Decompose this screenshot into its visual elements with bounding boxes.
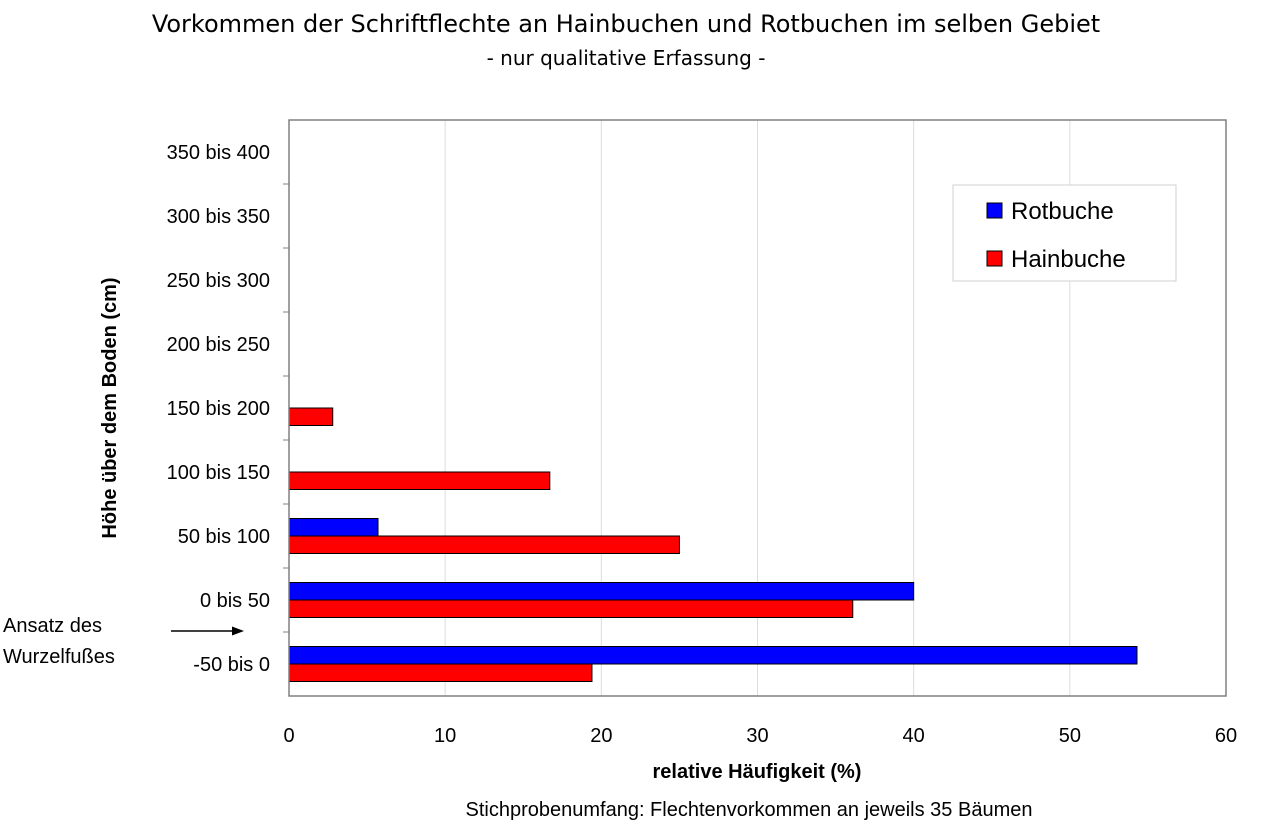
legend-swatch-hainbuche — [986, 250, 1003, 267]
y-tick-labels: -50 bis 0 0 bis 50 50 bis 100 100 bis 150 15… — [167, 142, 270, 676]
y-tick-label: 150 bis 200 — [167, 398, 270, 420]
sample-size-note: Stichprobenumfang: Flechtenvorkommen an … — [466, 799, 1033, 821]
legend: Rotbuche Hainbuche — [952, 184, 1177, 282]
annotation-line-2: Wurzelfußes — [3, 646, 115, 668]
x-tick-label: 40 — [903, 725, 925, 747]
y-tick-label: 300 bis 350 — [167, 206, 270, 228]
annotation-arrow-icon — [171, 626, 244, 636]
y-axis-label: Höhe über dem Boden (cm) — [99, 277, 121, 538]
y-tick-label: 350 bis 400 — [167, 142, 270, 164]
bars — [288, 407, 1138, 682]
x-tick-label: 10 — [434, 725, 456, 747]
x-axis-label: relative Häufigkeit (%) — [653, 761, 862, 783]
y-tick-label: 0 bis 50 — [200, 590, 270, 612]
bar-rotbuche-1 — [288, 582, 915, 601]
bar-hainbuche-1 — [288, 599, 854, 618]
x-tick-labels: 0 10 20 30 40 50 60 — [283, 725, 1237, 747]
x-tick-label: 30 — [746, 725, 768, 747]
bar-hainbuche-2 — [288, 535, 680, 554]
x-tick-label: 20 — [590, 725, 612, 747]
bar-rotbuche-2 — [288, 518, 379, 537]
annotation-line-1: Ansatz des — [3, 615, 102, 637]
y-tick-label: -50 bis 0 — [193, 654, 270, 676]
y-tick-label: 50 bis 100 — [178, 526, 270, 548]
chart-title: Vorkommen der Schriftflechte an Hainbuch… — [152, 10, 1100, 38]
plot-frame — [288, 119, 1227, 697]
x-tick-label: 50 — [1059, 725, 1081, 747]
y-tick-label: 250 bis 300 — [167, 270, 270, 292]
legend-swatch-rotbuche — [986, 202, 1003, 219]
legend-label-rotbuche: Rotbuche — [1011, 198, 1114, 225]
x-tick-label: 60 — [1215, 725, 1237, 747]
bar-hainbuche-3 — [288, 471, 551, 490]
y-tick-label: 200 bis 250 — [167, 334, 270, 356]
legend-label-hainbuche: Hainbuche — [1011, 246, 1126, 273]
x-tick-label: 0 — [283, 725, 294, 747]
bar-hainbuche-0 — [288, 663, 593, 682]
y-tick-marks — [283, 183, 289, 633]
y-tick-label: 100 bis 150 — [167, 462, 270, 484]
chart-subtitle: - nur qualitative Erfassung - — [487, 46, 766, 70]
bar-rotbuche-0 — [288, 646, 1138, 665]
bar-hainbuche-4 — [288, 407, 334, 426]
